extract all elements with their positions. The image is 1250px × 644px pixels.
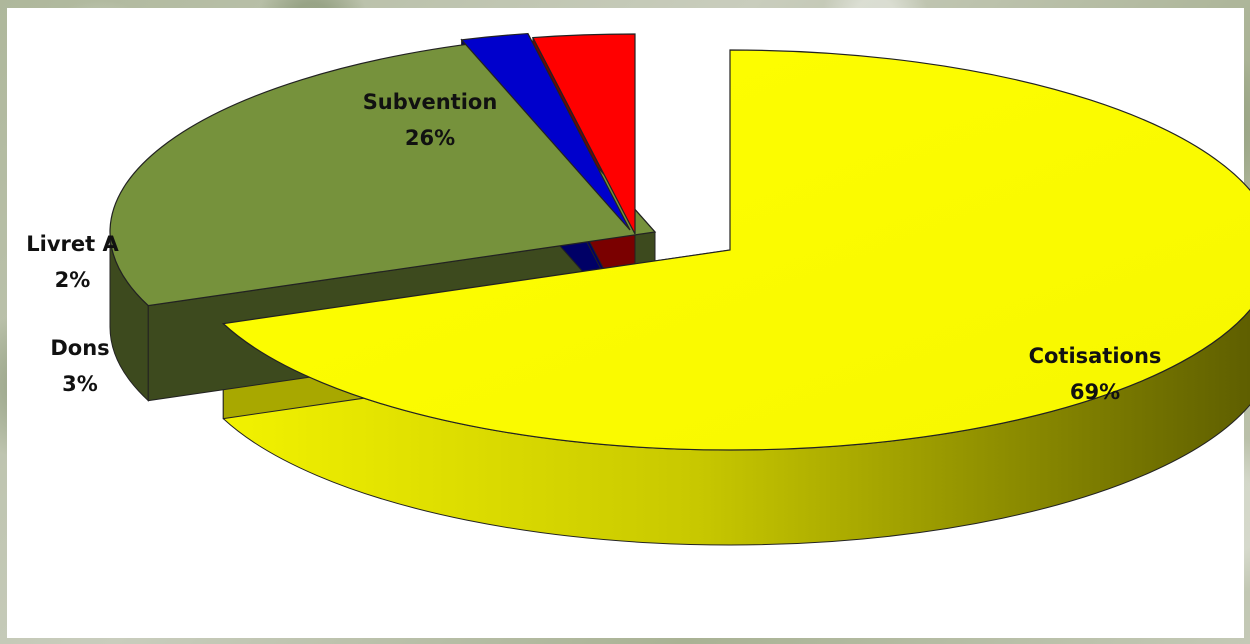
label-livret-value: 2% xyxy=(54,268,91,292)
label-dons-value: 3% xyxy=(62,372,98,396)
label-subvention-value: 26% xyxy=(404,126,456,150)
label-dons-name: Dons xyxy=(50,336,110,360)
label-livret: Livret A 2% xyxy=(10,226,135,298)
pie-tops xyxy=(109,32,1250,451)
slice-cotisations xyxy=(221,49,1250,451)
label-livret-name: Livret A xyxy=(26,232,119,256)
slice-subvention xyxy=(109,41,657,307)
slice-dons xyxy=(531,33,636,235)
label-subvention: Subvention 26% xyxy=(345,84,515,156)
label-dons: Dons 3% xyxy=(25,330,135,402)
label-subvention-name: Subvention xyxy=(362,90,498,114)
label-cotisations: Cotisations 69% xyxy=(1005,338,1185,410)
slice-livret xyxy=(460,32,631,231)
label-cotisations-value: 69% xyxy=(1069,380,1121,404)
label-cotisations-name: Cotisations xyxy=(1028,344,1162,368)
